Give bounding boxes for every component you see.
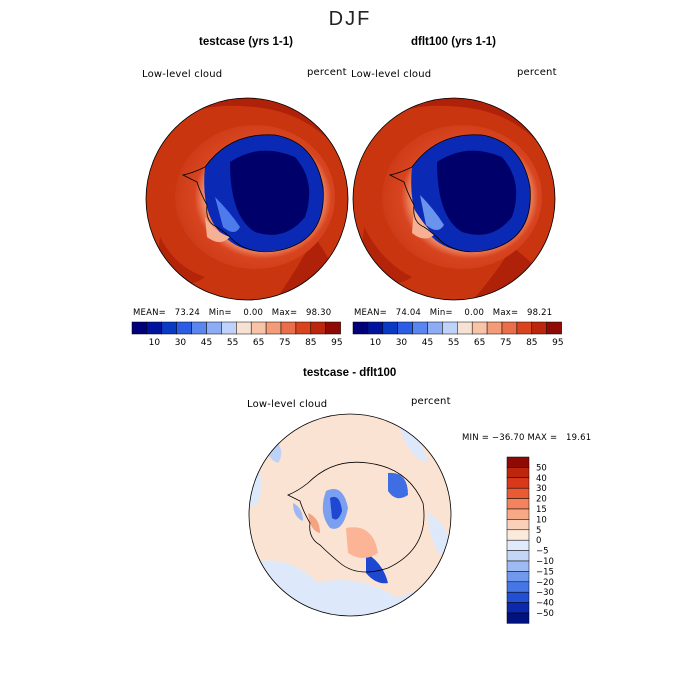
- colorbar-tick-label: 65: [474, 338, 485, 348]
- colorbar-swatch: [506, 581, 530, 593]
- colorbar-dflt100: 10 30 45 55 65 75 85 95: [352, 321, 564, 348]
- colorbar-swatch: [352, 321, 369, 335]
- polar-map-testcase: [145, 97, 349, 301]
- colorbar-swatch: [546, 321, 562, 335]
- colorbar-tick-label: 30: [536, 484, 547, 494]
- colorbar-tick-label: 15: [536, 505, 547, 515]
- diff-variable-label: Low-level cloud: [247, 399, 328, 410]
- colorbar-swatch: [442, 321, 458, 335]
- diff-units-label: percent: [411, 396, 451, 407]
- colorbar-swatch: [506, 571, 530, 583]
- colorbar-tick-label: 40: [536, 474, 547, 484]
- colorbar-tick-label: 75: [500, 338, 511, 348]
- colorbar-swatch: [221, 321, 237, 335]
- panel-variable-label-testcase: Low-level cloud: [142, 69, 223, 80]
- colorbar-swatch: [131, 321, 148, 335]
- colorbar-tick-label: 85: [305, 338, 316, 348]
- colorbar-tick-label: −10: [536, 557, 554, 567]
- colorbar-swatch: [506, 550, 530, 562]
- colorbar-swatch: [506, 539, 530, 551]
- colorbar-swatch: [427, 321, 443, 335]
- colorbar-swatch: [516, 321, 533, 335]
- colorbar-tick-label: 65: [253, 338, 264, 348]
- colorbar-swatch: [280, 321, 297, 335]
- colorbar-swatch: [382, 321, 398, 335]
- panel-units-label-testcase: percent: [307, 67, 347, 78]
- diff-title: testcase - dflt100: [303, 367, 397, 379]
- colorbar-tick-label: −50: [536, 609, 554, 619]
- colorbar-swatch: [486, 321, 503, 335]
- colorbar-swatch: [236, 321, 252, 335]
- colorbar-tick-label: 95: [331, 338, 342, 348]
- colorbar-tick-label: −30: [536, 588, 554, 598]
- colorbar-tick-label: 10: [370, 338, 382, 348]
- colorbar-tick-label: 55: [448, 338, 459, 348]
- colorbar-swatch: [161, 321, 177, 335]
- colorbar-tick-label: −15: [536, 567, 554, 577]
- colorbar-tick-label: 10: [149, 338, 161, 348]
- colorbar-swatch: [506, 487, 530, 499]
- colorbar-swatch: [506, 519, 530, 531]
- stats-testcase: MEAN= 73.24 Min= 0.00 Max= 98.30: [133, 308, 332, 318]
- colorbar-tick-label: 5: [536, 526, 541, 536]
- colorbar-tick-label: 30: [175, 338, 187, 348]
- colorbar-swatch: [412, 321, 428, 335]
- colorbar-tick-label: 55: [227, 338, 238, 348]
- panel-title-dflt100: dflt100 (yrs 1-1): [411, 36, 497, 48]
- panel-title-testcase: testcase (yrs 1-1): [199, 36, 293, 48]
- polar-map-difference: [248, 413, 452, 617]
- colorbar-swatch: [501, 321, 518, 335]
- colorbar-swatch: [506, 477, 530, 489]
- colorbar-swatch: [325, 321, 341, 335]
- colorbar-swatch: [176, 321, 192, 335]
- colorbar-swatch: [457, 321, 473, 335]
- colorbar-swatch: [250, 321, 267, 335]
- colorbar-swatch: [367, 321, 384, 335]
- colorbar-testcase: 10 30 45 55 65 75 85 95: [131, 321, 343, 348]
- polar-map-dflt100: [352, 97, 556, 301]
- diff-stats: MIN = −36.70 MAX = 19.61: [462, 433, 592, 443]
- panel-units-label-dflt100: percent: [517, 67, 557, 78]
- colorbar-swatch: [506, 612, 530, 624]
- colorbar-swatch: [506, 560, 530, 572]
- colorbar-swatch: [265, 321, 282, 335]
- colorbar-tick-label: 20: [536, 495, 547, 505]
- colorbar-tick-label: −20: [536, 578, 554, 588]
- colorbar-tick-label: 50: [536, 463, 547, 473]
- colorbar-swatch: [146, 321, 163, 335]
- colorbar-swatch: [506, 456, 530, 468]
- colorbar-swatch: [206, 321, 222, 335]
- colorbar-swatch: [506, 508, 530, 520]
- stats-dflt100: MEAN= 74.04 Min= 0.00 Max= 98.21: [354, 308, 553, 318]
- colorbar-swatch: [506, 529, 530, 541]
- panel-variable-label-dflt100: Low-level cloud: [351, 69, 432, 80]
- colorbar-tick-label: −40: [536, 599, 554, 609]
- colorbar-swatch: [397, 321, 413, 335]
- colorbar-tick-label: 45: [422, 338, 433, 348]
- colorbar-tick-label: 30: [396, 338, 408, 348]
- colorbar-swatch: [310, 321, 326, 335]
- colorbar-swatch: [191, 321, 207, 335]
- colorbar-swatch: [506, 591, 530, 603]
- colorbar-tick-label: 10: [536, 515, 547, 525]
- colorbar-swatch: [506, 602, 530, 614]
- colorbar-swatch: [506, 498, 530, 510]
- colorbar-tick-label: −5: [536, 547, 549, 557]
- colorbar-swatch: [506, 467, 530, 479]
- colorbar-tick-label: 75: [279, 338, 290, 348]
- colorbar-swatch: [471, 321, 488, 335]
- colorbar-swatch: [531, 321, 547, 335]
- colorbar-tick-label: 85: [526, 338, 537, 348]
- colorbar-swatch: [295, 321, 312, 335]
- colorbar-tick-label: 0: [536, 536, 541, 546]
- colorbar-tick-label: 45: [201, 338, 212, 348]
- colorbar-tick-label: 95: [552, 338, 563, 348]
- season-title: DJF: [328, 8, 372, 30]
